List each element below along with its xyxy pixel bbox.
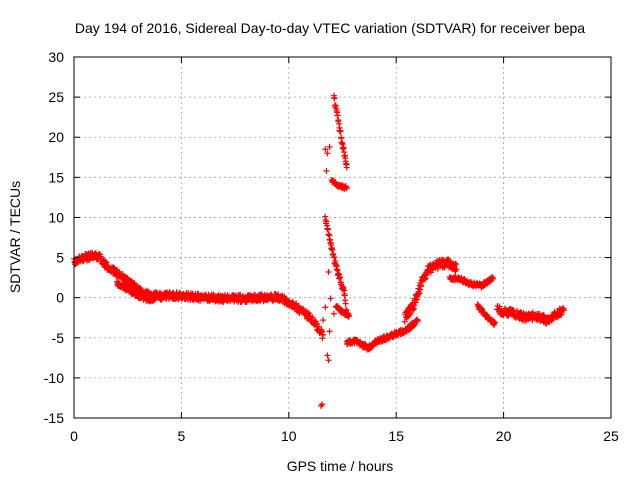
data-point (412, 299, 419, 306)
data-point (335, 117, 342, 124)
data-point (342, 300, 349, 307)
data-point (319, 401, 326, 408)
data-point (324, 150, 331, 157)
data-point (416, 290, 423, 297)
data-point (340, 284, 347, 291)
data-point (418, 283, 425, 290)
data-point (319, 331, 326, 338)
data-point (320, 317, 327, 324)
data-point (330, 310, 337, 317)
chart-title: Day 194 of 2016, Sidereal Day-to-day VTE… (75, 20, 585, 36)
y-tick-label: 0 (56, 290, 64, 306)
data-point (401, 318, 408, 325)
data-point (328, 244, 335, 251)
data-point (336, 124, 343, 131)
data-point (331, 94, 338, 101)
data-point (324, 352, 331, 359)
data-point (337, 128, 344, 135)
data-point (345, 312, 352, 319)
data-point (343, 185, 350, 192)
x-tick-label: 25 (603, 428, 619, 444)
y-tick-label: -15 (44, 410, 64, 426)
plot-frame (73, 56, 612, 419)
data-point (305, 310, 312, 317)
data-point (322, 304, 329, 311)
x-tick-label: 15 (388, 428, 404, 444)
y-tick-label: 10 (48, 209, 64, 225)
data-point (334, 112, 341, 119)
data-point (325, 357, 332, 364)
y-tick-label: 15 (48, 169, 64, 185)
x-tick-label: 5 (178, 428, 186, 444)
data-point (335, 270, 342, 277)
x-tick-label: 20 (496, 428, 512, 444)
grid-layer (74, 57, 611, 418)
x-tick-label: 10 (281, 428, 297, 444)
data-point (417, 286, 424, 293)
data-point (309, 314, 316, 321)
data-point (331, 254, 338, 261)
y-tick-label: -10 (44, 370, 64, 386)
axes-layer: 0 5 10 15 20 25 -15 -10 -5 0 5 10 15 20 25 30 (44, 49, 619, 444)
data-point (326, 143, 333, 150)
data-point (327, 295, 334, 302)
data-point (323, 167, 330, 174)
data-point (322, 146, 329, 153)
y-tick-label: 20 (48, 129, 64, 145)
data-point (490, 275, 497, 282)
y-tick-label: 30 (48, 49, 64, 65)
data-point (323, 218, 330, 225)
y-tick-label: 25 (48, 89, 64, 105)
points-layer (71, 92, 567, 409)
data-point (560, 307, 567, 314)
data-point (343, 164, 350, 171)
x-tick-label: 0 (70, 428, 78, 444)
data-point (332, 179, 339, 186)
data-point (411, 302, 418, 309)
y-axis-label: SDTVAR / TECUs (7, 181, 23, 293)
x-axis-label: GPS time / hours (287, 458, 394, 474)
data-point (413, 317, 420, 324)
y-tick-label: 5 (56, 250, 64, 266)
data-point (557, 310, 564, 317)
data-point (337, 274, 344, 281)
y-tick-label: -5 (52, 330, 65, 346)
data-point (403, 309, 410, 316)
data-point (326, 328, 333, 335)
data-point (325, 268, 332, 275)
data-point (491, 319, 498, 326)
data-point (414, 318, 421, 325)
data-point (496, 303, 503, 310)
data-point (453, 266, 460, 273)
data-point (156, 295, 163, 302)
data-point (332, 102, 339, 109)
data-point (324, 226, 331, 233)
data-point (325, 231, 332, 238)
data-point (318, 328, 325, 335)
